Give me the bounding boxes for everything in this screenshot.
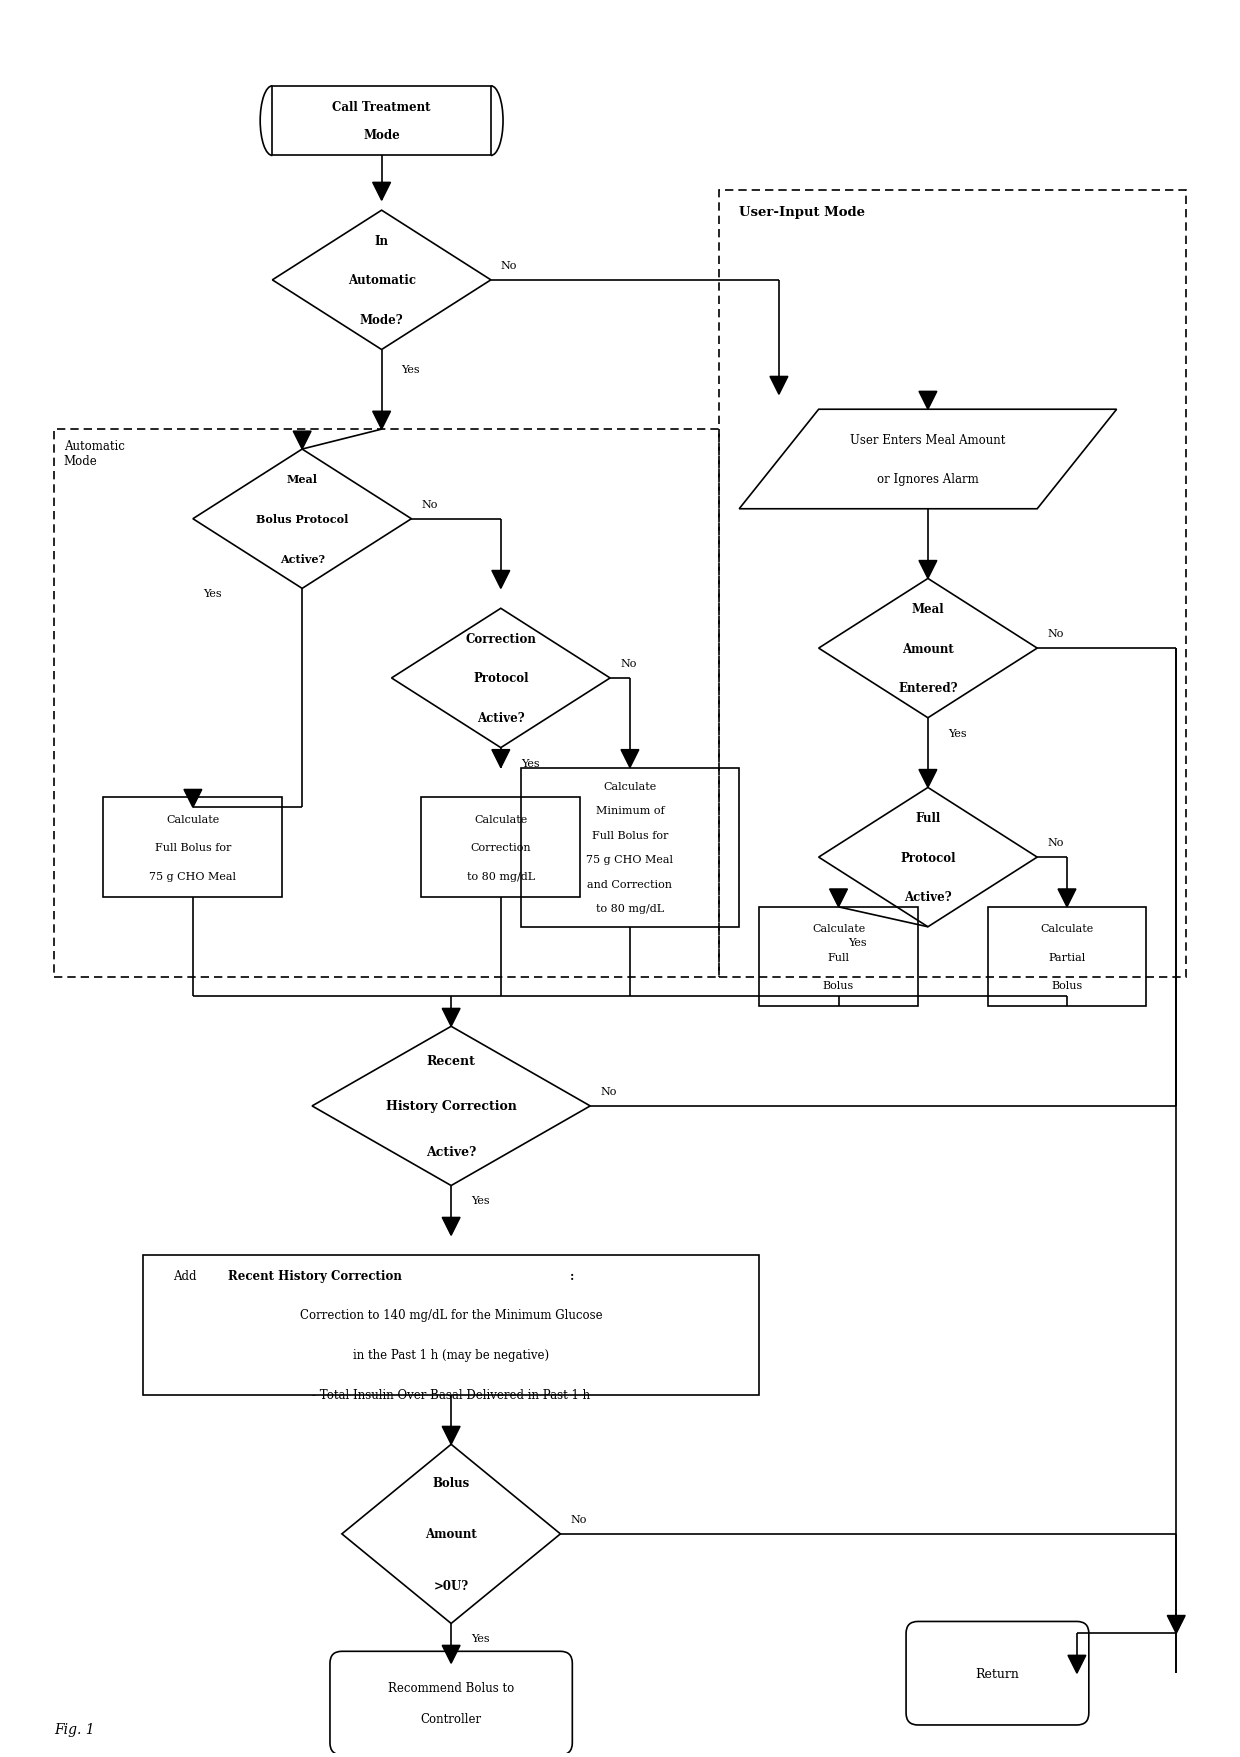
Text: :: : — [570, 1269, 574, 1283]
Text: Bolus: Bolus — [823, 980, 854, 991]
Text: Controller: Controller — [420, 1713, 481, 1725]
Text: Calculate: Calculate — [604, 782, 656, 791]
Text: Yes: Yes — [947, 729, 966, 738]
Text: In: In — [374, 234, 388, 248]
Text: User Enters Meal Amount: User Enters Meal Amount — [851, 434, 1006, 446]
Text: Yes: Yes — [402, 365, 420, 376]
Text: 75 g CHO Meal: 75 g CHO Meal — [149, 871, 237, 880]
Text: No: No — [1047, 838, 1064, 847]
Polygon shape — [830, 889, 847, 907]
Text: Full Bolus for: Full Bolus for — [155, 843, 231, 852]
Text: No: No — [422, 499, 438, 510]
Bar — [759, 907, 918, 1007]
Text: Return: Return — [976, 1667, 1019, 1680]
Text: Yes: Yes — [521, 757, 539, 768]
Polygon shape — [443, 1427, 460, 1444]
Text: and Correction: and Correction — [588, 880, 672, 889]
Polygon shape — [492, 750, 510, 768]
Text: Calculate: Calculate — [1040, 924, 1094, 933]
Text: User-Input Mode: User-Input Mode — [739, 206, 866, 220]
Text: No: No — [501, 260, 517, 271]
Polygon shape — [621, 750, 639, 768]
Polygon shape — [1068, 1655, 1086, 1673]
Text: Active?: Active? — [477, 712, 525, 726]
Bar — [103, 798, 283, 898]
Text: Yes: Yes — [471, 1634, 490, 1643]
Text: No: No — [1047, 629, 1064, 640]
Text: Call Treatment: Call Treatment — [332, 102, 430, 114]
Text: Partial: Partial — [1048, 952, 1085, 963]
Text: >0U?: >0U? — [434, 1578, 469, 1592]
Text: Amount: Amount — [425, 1527, 477, 1541]
Polygon shape — [1167, 1616, 1185, 1634]
Bar — [987, 907, 1147, 1007]
Polygon shape — [770, 378, 787, 395]
Polygon shape — [443, 1218, 460, 1235]
Polygon shape — [184, 791, 202, 808]
Text: Add: Add — [174, 1269, 201, 1283]
Text: Recent History Correction: Recent History Correction — [228, 1269, 402, 1283]
Text: Bolus: Bolus — [1052, 980, 1083, 991]
Text: Fig. 1: Fig. 1 — [53, 1722, 94, 1736]
Text: No: No — [620, 659, 636, 669]
Text: Meal: Meal — [286, 474, 317, 485]
Text: Minimum of: Minimum of — [595, 806, 665, 815]
Text: Protocol: Protocol — [900, 850, 956, 864]
Text: Recent: Recent — [427, 1054, 476, 1066]
Text: - Total Insulin Over Basal Delivered in Past 1 h: - Total Insulin Over Basal Delivered in … — [312, 1388, 590, 1402]
Text: Correction: Correction — [470, 843, 531, 852]
Text: Correction: Correction — [465, 633, 536, 645]
Text: Full: Full — [915, 812, 941, 824]
Polygon shape — [443, 1645, 460, 1664]
Text: Mode?: Mode? — [360, 315, 403, 327]
Text: 75 g CHO Meal: 75 g CHO Meal — [587, 856, 673, 864]
Text: Full Bolus for: Full Bolus for — [591, 831, 668, 840]
Polygon shape — [919, 560, 937, 580]
Polygon shape — [293, 432, 311, 450]
Polygon shape — [1058, 889, 1076, 907]
Text: No: No — [600, 1086, 616, 1096]
Text: Correction to 140 mg/dL for the Minimum Glucose: Correction to 140 mg/dL for the Minimum … — [300, 1309, 603, 1321]
Text: or Ignores Alarm: or Ignores Alarm — [877, 473, 978, 487]
Text: Calculate: Calculate — [166, 813, 219, 824]
Text: Bolus Protocol: Bolus Protocol — [255, 513, 348, 525]
Text: Yes: Yes — [471, 1197, 490, 1205]
Text: Protocol: Protocol — [472, 673, 528, 685]
Text: Active?: Active? — [427, 1146, 476, 1158]
Polygon shape — [919, 392, 937, 409]
Polygon shape — [919, 770, 937, 787]
Text: Automatic
Mode: Automatic Mode — [63, 439, 125, 467]
Text: History Correction: History Correction — [386, 1100, 517, 1112]
Text: No: No — [570, 1515, 587, 1523]
Text: Active?: Active? — [280, 553, 325, 564]
Text: to 80 mg/dL: to 80 mg/dL — [596, 903, 663, 914]
Bar — [521, 768, 739, 928]
Bar — [144, 1256, 759, 1395]
Text: Mode: Mode — [363, 128, 401, 142]
Text: Yes: Yes — [848, 936, 867, 947]
Polygon shape — [373, 411, 391, 430]
Bar — [273, 86, 491, 156]
Text: Calculate: Calculate — [474, 813, 527, 824]
Text: Recommend Bolus to: Recommend Bolus to — [388, 1681, 515, 1694]
Text: Amount: Amount — [901, 643, 954, 655]
Text: Calculate: Calculate — [812, 924, 866, 933]
Text: Active?: Active? — [904, 891, 952, 903]
Bar — [719, 192, 1187, 977]
Polygon shape — [492, 571, 510, 589]
Text: Full: Full — [827, 952, 849, 963]
Text: Yes: Yes — [203, 589, 222, 599]
Bar — [53, 430, 719, 977]
Polygon shape — [443, 1009, 460, 1026]
Text: Meal: Meal — [911, 603, 944, 615]
Text: Bolus: Bolus — [433, 1476, 470, 1490]
Text: Entered?: Entered? — [898, 682, 957, 696]
Text: Automatic: Automatic — [347, 274, 415, 286]
Text: to 80 mg/dL: to 80 mg/dL — [466, 871, 534, 880]
Text: in the Past 1 h (may be negative): in the Past 1 h (may be negative) — [353, 1348, 549, 1362]
Polygon shape — [373, 183, 391, 200]
Bar — [422, 798, 580, 898]
